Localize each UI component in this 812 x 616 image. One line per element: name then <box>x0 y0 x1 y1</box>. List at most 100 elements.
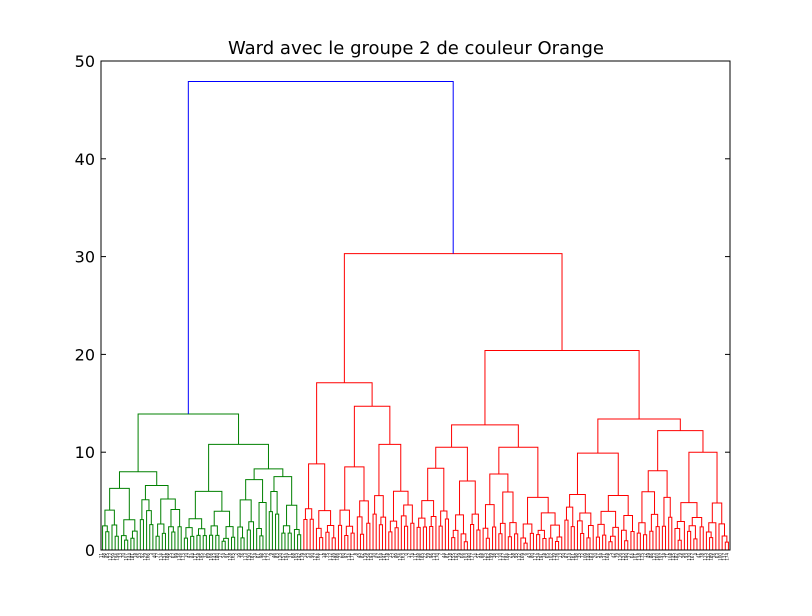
cluster-1-link <box>114 535 119 550</box>
leaf-label: 74 <box>410 553 415 559</box>
leaf-label: 145 <box>671 553 676 561</box>
leaf-label: 1 <box>319 553 324 556</box>
leaf-label: 99 <box>174 553 179 559</box>
leaf-label: 68 <box>290 553 295 559</box>
leaf-label: 92 <box>139 553 144 559</box>
leaf-label: 122 <box>108 553 113 561</box>
cluster-2-link <box>657 430 704 471</box>
leaf-label: 168 <box>605 553 610 561</box>
chart-title: Ward avec le groupe 2 de couleur Orange <box>228 38 604 59</box>
leaf-label: 196 <box>114 553 119 561</box>
y-tick-label: 50 <box>75 52 95 71</box>
leaf-label: 158 <box>196 553 201 561</box>
leaf-label: 49 <box>646 553 651 559</box>
leaf-label: 100 <box>718 553 723 561</box>
cluster-1-link <box>213 510 231 527</box>
cluster-1-link <box>246 529 251 550</box>
leaf-label: 107 <box>124 553 129 561</box>
leaf-label: 147 <box>501 553 506 561</box>
cluster-1-link <box>253 468 284 480</box>
leaf-label: 180 <box>215 553 220 561</box>
leaf-label: 53 <box>306 553 311 559</box>
leaf-label: 31 <box>287 553 292 559</box>
cluster-2-link <box>647 470 668 498</box>
leaf-label: 110 <box>498 553 503 561</box>
cluster-2-link <box>344 535 349 550</box>
y-tick-label: 40 <box>75 150 95 169</box>
leaf-label: 197 <box>658 553 663 561</box>
leaf-label: 155 <box>451 553 456 561</box>
leaf-label: 126 <box>397 553 402 561</box>
leaf-label: 24 <box>253 553 258 559</box>
leaf-label: 50 <box>561 553 566 559</box>
leaf-label: 46 <box>272 553 277 559</box>
leaf-label: 40 <box>152 553 157 559</box>
leaf-label: 39 <box>237 553 242 559</box>
cluster-2-link <box>471 513 479 531</box>
leaf-label: 30 <box>372 553 377 559</box>
leaf-label: 37 <box>407 553 412 559</box>
leaf-label: 138 <box>636 553 641 561</box>
leaf-label: 57 <box>595 553 600 559</box>
cluster-2-link <box>570 526 575 550</box>
cluster-2-link <box>668 516 673 550</box>
cluster-2-link <box>492 526 497 550</box>
cluster-2-link <box>350 532 355 550</box>
leaf-label: 13 <box>558 553 563 559</box>
cluster-2-link <box>482 527 489 550</box>
leaf-label: 129 <box>143 553 148 561</box>
leaf-label: 187 <box>250 553 255 561</box>
cluster-1-link <box>149 524 154 550</box>
cluster-2-link <box>410 522 415 550</box>
cluster-1-link <box>248 521 255 550</box>
leaf-label: 154 <box>536 553 541 561</box>
leaf-label: 63 <box>715 553 720 559</box>
leaf-label: 47 <box>187 553 192 559</box>
cluster-1-link <box>197 528 206 536</box>
cluster-2-link <box>676 520 685 550</box>
cluster-2-link <box>388 531 393 550</box>
leaf-label: 171 <box>350 553 355 561</box>
cluster-2-link <box>455 514 464 534</box>
leaf-label: 184 <box>504 553 509 561</box>
cluster-2-link <box>484 349 640 425</box>
cluster-2-link <box>536 534 541 550</box>
leaf-label: 128 <box>228 553 233 561</box>
leaf-label: 36 <box>492 553 497 559</box>
leaf-label: 177 <box>470 553 475 561</box>
cluster-2-link <box>711 502 723 524</box>
cluster-1-link <box>124 539 129 550</box>
y-tick-label: 0 <box>85 541 95 560</box>
leaf-label: 23 <box>338 553 343 559</box>
leaf-label: 120 <box>278 553 283 561</box>
leaf-label: 156 <box>366 553 371 561</box>
leaf-label: 32 <box>202 553 207 559</box>
leaf-label: 33 <box>117 553 122 559</box>
leaf-label: 125 <box>482 553 487 561</box>
y-tick-label: 10 <box>75 443 95 462</box>
cluster-1-link <box>190 535 195 550</box>
leaf-label: 85 <box>105 553 110 559</box>
cluster-1-link <box>239 499 252 528</box>
cluster-2-link <box>540 512 556 531</box>
plot-frame <box>100 60 731 551</box>
leaf-label: 5 <box>608 553 613 556</box>
cluster-2-link <box>687 530 692 550</box>
leaf-label: 10 <box>183 553 188 559</box>
cluster-2-link <box>343 253 563 383</box>
cluster-1-link <box>297 534 302 550</box>
cluster-2-link <box>344 466 365 511</box>
leaf-label: 169 <box>520 553 525 561</box>
cluster-1-link <box>196 534 201 550</box>
leaf-label: 165 <box>231 553 236 561</box>
cluster-1-link <box>144 484 169 500</box>
cluster-1-link <box>237 526 244 550</box>
leaf-label: 104 <box>378 553 383 561</box>
leaf-label: 150 <box>246 553 251 561</box>
cluster-2-link <box>602 534 607 550</box>
cluster-1-link <box>293 528 300 550</box>
cluster-1-link <box>139 519 144 550</box>
cluster-1-link <box>104 509 115 526</box>
